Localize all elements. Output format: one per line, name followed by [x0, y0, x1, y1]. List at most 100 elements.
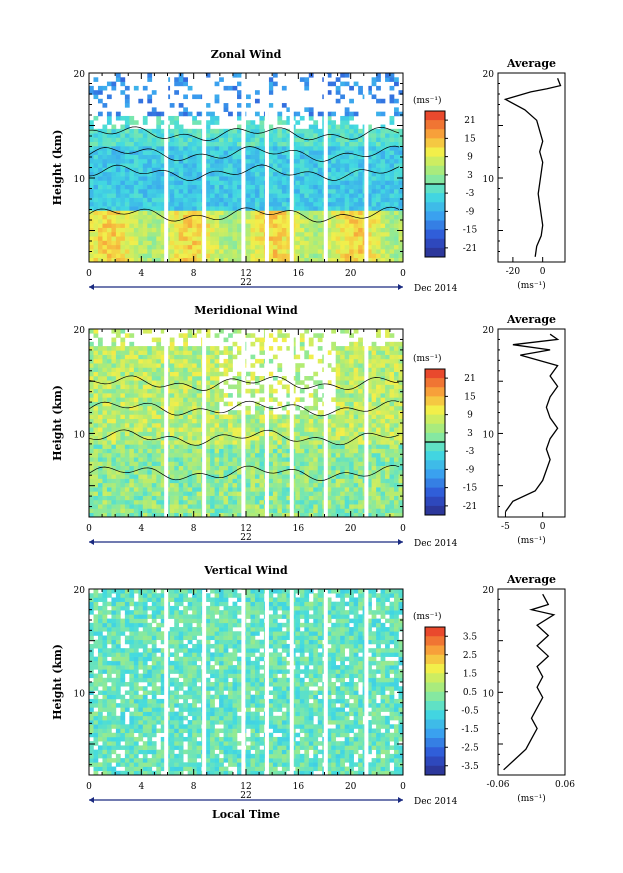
profile-x-tick-label: -5 — [501, 522, 510, 532]
data-gap — [241, 74, 246, 262]
colorbar-swatch — [425, 765, 445, 776]
colorbar-swatch — [425, 423, 445, 434]
colorbar-swatch — [425, 405, 445, 416]
colorbar-tick-label: 1.5 — [463, 669, 478, 679]
colorbar-tick-label: 0.5 — [463, 688, 478, 698]
data-gap — [202, 330, 207, 517]
colorbar-swatch — [425, 156, 445, 167]
date-axis-arrow-right — [398, 797, 403, 803]
x-tick-label: 12 — [240, 269, 251, 279]
x-tick-label: 8 — [191, 269, 197, 279]
data-gap — [323, 74, 328, 262]
contour-line — [88, 375, 400, 391]
data-gap — [264, 590, 269, 775]
y-tick-label: 10 — [74, 175, 86, 185]
colorbar-swatch — [425, 414, 445, 425]
profile-y-tick-label: 20 — [483, 70, 495, 80]
month-label: Dec 2014 — [414, 539, 458, 549]
y-tick-label: 20 — [74, 326, 86, 336]
colorbar-unit: (ms⁻¹) — [413, 611, 442, 622]
colorbar-swatch — [425, 378, 445, 388]
colorbar-unit: (ms⁻¹) — [413, 95, 442, 106]
colorbar-swatch — [425, 174, 445, 185]
heatmap-cells — [89, 329, 404, 518]
y-tick-label: 10 — [74, 689, 86, 699]
panel-title: Zonal Wind — [211, 48, 282, 61]
data-gap — [164, 330, 169, 517]
contour-line — [88, 465, 400, 481]
colorbar-tick-label: -1.5 — [461, 725, 479, 735]
profile-x-label: (ms⁻¹) — [517, 793, 546, 804]
contour-line — [88, 400, 400, 417]
data-gap — [289, 74, 294, 262]
profile-x-tick-label: -20 — [506, 267, 521, 277]
data-gap — [164, 590, 169, 775]
colorbar-tick-label: -21 — [463, 244, 478, 254]
colorbar-swatch — [425, 682, 445, 693]
colorbar-swatch — [425, 505, 445, 516]
contour-line — [88, 145, 400, 162]
colorbar-swatch — [425, 673, 445, 683]
colorbar-tick-label: -3 — [466, 447, 475, 457]
panel-2: Vertical Wind 0 4 8 12 16 20 0 10 20 Height (km) 22… — [51, 564, 575, 821]
colorbar-swatch — [425, 664, 445, 674]
colorbar-tick-label: 9 — [467, 411, 473, 421]
data-gap — [364, 74, 369, 262]
data-gap — [289, 330, 294, 517]
panel-title: Vertical Wind — [203, 564, 288, 577]
y-axis-label: Height (km) — [51, 385, 64, 461]
x-tick-label: 0 — [86, 524, 92, 534]
contour-line — [88, 164, 400, 181]
data-gap — [241, 330, 246, 517]
heatmap-cells — [89, 589, 404, 776]
x-tick-label: 0 — [86, 782, 92, 792]
colorbar-swatch — [425, 496, 445, 507]
data-gap — [264, 330, 269, 517]
data-gap — [202, 74, 207, 262]
profile-x-tick-label: 0 — [540, 522, 546, 532]
profile-title: Average — [506, 573, 556, 586]
date-axis-arrow-left — [89, 284, 94, 290]
profile-title: Average — [506, 313, 556, 326]
colorbar-swatch — [425, 478, 445, 489]
x-tick-label: 0 — [400, 524, 406, 534]
profile-title: Average — [506, 57, 556, 70]
x-tick-label: 16 — [293, 269, 305, 279]
profile-y-tick-label: 10 — [483, 689, 495, 699]
x-tick-label: 4 — [138, 269, 144, 279]
x-tick-label: 20 — [345, 524, 357, 534]
colorbar-swatch — [425, 220, 445, 231]
x-tick-label: 16 — [293, 782, 305, 792]
colorbar-swatch — [425, 645, 445, 656]
profile-x-label: (ms⁻¹) — [517, 280, 546, 291]
x-tick-label: 16 — [293, 524, 305, 534]
panel-0: Zonal Wind 0 4 8 12 16 20 0 10 20 Height (km) 22 Dec… — [51, 48, 566, 294]
colorbar-tick-label: 15 — [464, 392, 476, 402]
colorbar-unit: (ms⁻¹) — [413, 353, 442, 364]
x-tick-label: 12 — [240, 782, 251, 792]
x-tick-label: 4 — [138, 782, 144, 792]
colorbar-swatch — [425, 247, 445, 258]
date-axis-arrow-right — [398, 284, 403, 290]
x-tick-label: 0 — [86, 269, 92, 279]
date-label: 22 — [240, 791, 251, 801]
colorbar-swatch — [425, 701, 445, 711]
contour-line — [88, 429, 400, 446]
colorbar-swatch — [425, 469, 445, 479]
profile-x-label: (ms⁻¹) — [517, 535, 546, 546]
colorbar-swatch — [425, 165, 445, 176]
heatmap-cells — [89, 73, 404, 263]
colorbar-swatch — [425, 738, 445, 748]
colorbar-swatch — [425, 211, 445, 221]
data-gap — [202, 590, 207, 775]
colorbar-tick-label: 2.5 — [463, 651, 478, 661]
profile-y-tick-label: 20 — [483, 586, 495, 596]
panel-title: Meridional Wind — [194, 304, 298, 317]
colorbar-swatch — [425, 460, 445, 470]
colorbar-swatch — [425, 369, 445, 379]
colorbar-swatch — [425, 193, 445, 203]
date-label: 22 — [240, 278, 251, 288]
colorbar-tick-label: -0.5 — [461, 706, 479, 716]
x-tick-label: 0 — [400, 269, 406, 279]
